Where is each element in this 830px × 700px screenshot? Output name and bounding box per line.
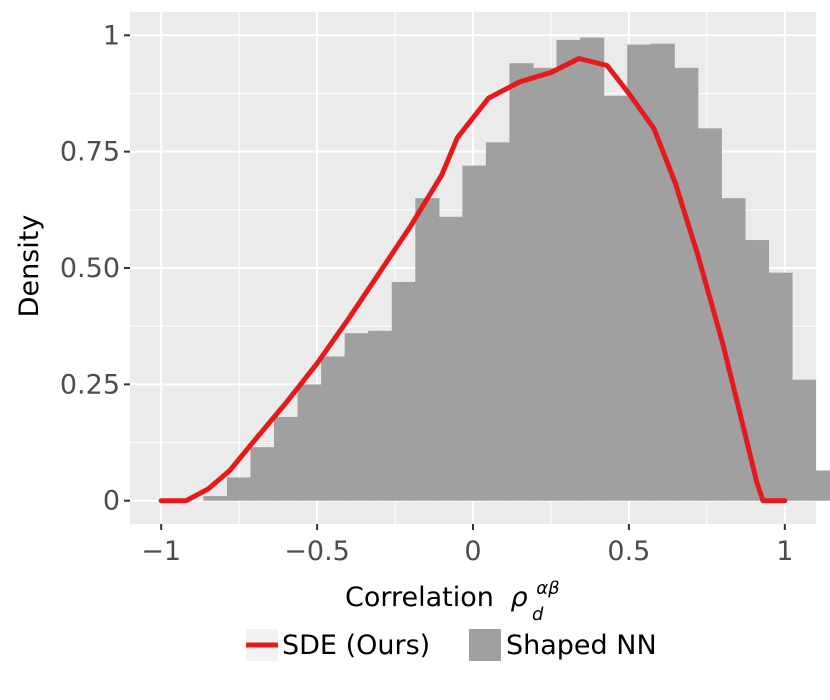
histogram-bar — [297, 384, 322, 501]
x-tick-label: −0.5 — [284, 536, 350, 567]
histogram-bar — [415, 198, 440, 501]
x-axis-title: Correlation ρ αβ d — [345, 570, 568, 625]
x-axis-ticks: −1 −0.5 0 0.5 1 — [141, 524, 793, 567]
histogram-bar — [344, 333, 369, 501]
histogram-bar — [768, 272, 793, 501]
legend-key-shaped-nn — [469, 629, 501, 661]
legend-label-shaped-nn: Shaped NN — [506, 630, 657, 661]
histogram-bar — [438, 216, 463, 501]
y-tick-label: 0.75 — [60, 137, 120, 168]
histogram-bar — [203, 496, 228, 501]
x-tick-label: 1 — [776, 536, 793, 567]
legend: SDE (Ours) Shaped NN — [246, 629, 657, 661]
histogram-bar — [674, 67, 699, 501]
y-axis-title: Density — [14, 215, 45, 318]
histogram-bar — [603, 95, 628, 501]
histogram-bar — [321, 356, 346, 501]
histogram-bar — [391, 281, 416, 501]
y-tick-label: 0.25 — [60, 369, 120, 400]
x-axis-title-text: Correlation — [345, 582, 494, 613]
histogram-bar — [744, 240, 770, 501]
y-tick-label: 1 — [103, 20, 120, 51]
histogram-bar — [580, 37, 605, 501]
histogram-bar — [509, 63, 534, 501]
y-tick-label: 0 — [103, 486, 120, 517]
histogram-bar — [485, 142, 511, 501]
histogram-bar — [368, 330, 393, 501]
y-axis-ticks: 0 0.25 0.50 0.75 1 — [60, 20, 130, 517]
legend-label-sde: SDE (Ours) — [282, 630, 430, 661]
x-axis-title-subscript: d — [532, 604, 544, 625]
histogram-bar — [556, 39, 581, 501]
x-tick-label: 0.5 — [607, 536, 650, 567]
histogram-bar — [226, 477, 252, 501]
histogram-bar — [462, 165, 487, 501]
histogram-bar — [627, 44, 652, 501]
histogram-bar — [815, 470, 830, 501]
histogram-bar — [274, 416, 299, 501]
histogram-bar — [250, 447, 275, 501]
x-axis-title-superscript: αβ — [536, 578, 559, 599]
sde-line — [158, 56, 788, 504]
x-tick-label: −1 — [141, 536, 181, 567]
x-tick-label: 0 — [464, 536, 481, 567]
histogram-bar — [791, 379, 817, 501]
histogram-bar — [532, 67, 558, 501]
histogram-bar — [650, 43, 675, 501]
x-axis-title-symbol: ρ — [510, 582, 527, 613]
histogram-bar — [697, 128, 722, 501]
y-tick-label: 0.50 — [60, 253, 120, 284]
